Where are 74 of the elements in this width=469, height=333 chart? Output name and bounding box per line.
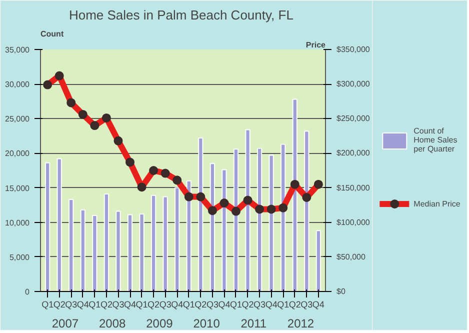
y-tick-label: 25,000: [5, 114, 30, 124]
x-tick-label: Q1: [88, 300, 101, 310]
x-tick-label: Q2: [53, 300, 66, 310]
bar: [116, 210, 121, 292]
bar: [210, 163, 216, 292]
x-tick-label: Q2: [288, 300, 301, 310]
x-tick-label: Q4: [76, 300, 89, 310]
x-tick-label: Q1: [42, 300, 54, 310]
y-tick-label: 0: [25, 288, 30, 296]
y-tick-label: 20,000: [5, 149, 30, 158]
text: 2007: [52, 316, 79, 330]
text: 2011: [240, 316, 267, 330]
bar: [174, 187, 180, 292]
y-axis-title: Count: [40, 30, 64, 38]
bar: [245, 129, 250, 292]
x-tick-label: Q1: [182, 300, 195, 310]
x-tick-label: Q3: [65, 300, 78, 310]
x-tick-label: Q4: [218, 300, 230, 310]
bar: [162, 196, 168, 292]
x-tick-label: Q1: [230, 300, 242, 310]
x-tick-label: Q4: [265, 300, 278, 310]
bar: [316, 230, 321, 292]
y2-tick-label: $0: [336, 287, 346, 296]
y2-tick-label: $100,000: [336, 218, 370, 227]
y-tick-label: 15,000: [5, 184, 30, 193]
bar: [104, 194, 110, 292]
bar: [127, 214, 133, 292]
y-tick-label: 10,000: [5, 218, 30, 228]
bar: [304, 130, 310, 292]
x-tick-label: Q2: [148, 300, 160, 310]
y2-tick-label: $250,000: [336, 114, 370, 124]
x-tick-label: Q3: [112, 300, 124, 310]
bar: [45, 162, 50, 292]
bar: [56, 158, 62, 292]
x-tick-label: Q4: [124, 300, 136, 310]
bar: [233, 148, 239, 292]
x-tick-label: Q4: [312, 300, 324, 310]
y-tick-label: 5,000: [9, 252, 30, 262]
x-tick-label: Q2: [194, 300, 207, 310]
x-tick-label: Q1: [277, 300, 290, 310]
y2-tick-label: $300,000: [336, 80, 370, 89]
y2-tick-label: $150,000: [336, 183, 370, 192]
x-tick-label: Q2: [100, 300, 112, 310]
y-tick-label: 35,000: [5, 46, 30, 54]
bar: [198, 138, 204, 292]
x-tick-label: Q3: [300, 300, 313, 310]
text: 2009: [146, 316, 174, 330]
x-tick-label: Q2: [242, 300, 254, 310]
bar: [139, 214, 144, 292]
bar: [256, 148, 262, 292]
bar: [268, 154, 274, 292]
bar: [292, 98, 298, 292]
x-tick-label: Q3: [206, 300, 218, 310]
y2-tick-label: $350,000: [336, 45, 370, 54]
x-tick-label: Q3: [254, 300, 266, 310]
y2-tick-label: $200,000: [336, 148, 370, 158]
bar: [150, 194, 156, 292]
x-tick-label: Q1: [136, 300, 148, 310]
bar: [68, 199, 74, 292]
text: 2012: [287, 316, 314, 330]
x-tick-label: Q3: [159, 300, 172, 310]
y-tick-label: 30,000: [5, 80, 30, 90]
legend-label: Count of Home Sales per Quarter: [414, 126, 458, 154]
bar: [280, 144, 286, 292]
bar: [92, 214, 98, 292]
y2-axis-title: Price: [306, 40, 326, 50]
chart-title: Home Sales in Palm Beach County, FL: [68, 8, 294, 22]
x-tick-label: Q4: [171, 300, 184, 310]
bar: [222, 169, 227, 292]
y2-tick-label: $50,000: [336, 252, 366, 262]
bar: [80, 209, 86, 292]
text: 2008: [98, 316, 126, 330]
text: 2010: [193, 316, 220, 330]
legend-label: Median Price: [414, 199, 460, 208]
